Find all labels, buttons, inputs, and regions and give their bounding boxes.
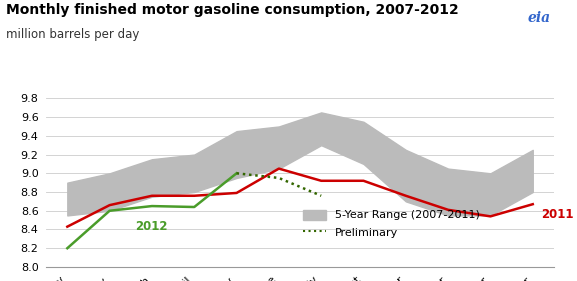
Text: 2012: 2012 (135, 220, 167, 233)
Text: 2011: 2011 (541, 208, 574, 221)
Text: eia: eia (528, 11, 551, 25)
Legend: 5-Year Range (2007-2011), Preliminary: 5-Year Range (2007-2011), Preliminary (300, 206, 483, 241)
Text: million barrels per day: million barrels per day (6, 28, 139, 41)
Text: Monthly finished motor gasoline consumption, 2007-2012: Monthly finished motor gasoline consumpt… (6, 3, 459, 17)
